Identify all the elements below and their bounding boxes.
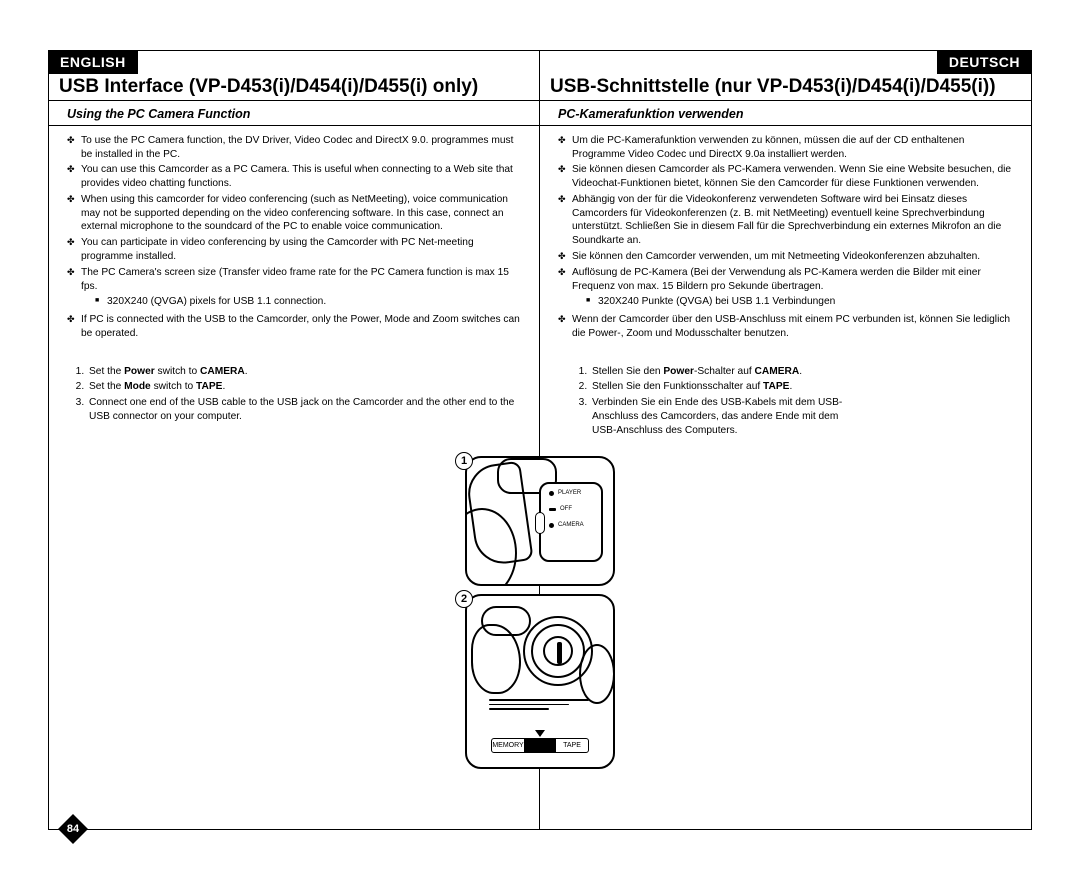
- right-bullet-list: Um die PC-Kamerafunktion verwenden zu kö…: [558, 134, 1017, 341]
- step-badge-2: 2: [455, 590, 473, 608]
- step-item: Connect one end of the USB cable to the …: [87, 396, 519, 424]
- page-number-badge: 84: [58, 814, 88, 844]
- sub-list: 320X240 (QVGA) pixels for USB 1.1 connec…: [81, 293, 525, 311]
- list-item: Wenn der Camcorder über den USB-Anschlus…: [558, 313, 1017, 341]
- list-item: You can use this Camcorder as a PC Camer…: [67, 163, 525, 191]
- left-steps: Set the Power switch to CAMERA. Set the …: [67, 351, 525, 426]
- left-steps-area: Set the Power switch to CAMERA. Set the …: [67, 351, 525, 426]
- list-item-text: Auflösung de PC-Kamera (Bei der Verwendu…: [572, 267, 981, 292]
- manual-page: ENGLISH USB Interface (VP-D453(i)/D454(i…: [48, 50, 1032, 830]
- right-content: Um die PC-Kamerafunktion verwenden zu kö…: [540, 126, 1031, 440]
- sub-list-item: 320X240 (QVGA) pixels for USB 1.1 connec…: [95, 295, 525, 309]
- sub-list-item: 320X240 Punkte (QVGA) bei USB 1.1 Verbin…: [586, 295, 1017, 309]
- list-item: You can participate in video conferencin…: [67, 236, 525, 264]
- sub-list: 320X240 Punkte (QVGA) bei USB 1.1 Verbin…: [572, 293, 1017, 311]
- center-diagrams: 1 PLAYER OFF CAMERA 2: [456, 456, 624, 769]
- step-badge-1: 1: [455, 452, 473, 470]
- left-subtitle: Using the PC Camera Function: [49, 101, 539, 126]
- switch-label-off: OFF: [560, 506, 572, 512]
- list-item: The PC Camera's screen size (Transfer vi…: [67, 266, 525, 311]
- step-item: Stellen Sie den Power-Schalter auf CAMER…: [590, 365, 860, 379]
- right-subtitle: PC-Kamerafunktion verwenden: [540, 101, 1031, 126]
- switch-label-camera: CAMERA: [558, 522, 584, 528]
- step-item: Stellen Sie den Funktionsschalter auf TA…: [590, 380, 860, 394]
- language-label-english: ENGLISH: [48, 50, 138, 74]
- diagram-2-wrapper: 2 MEMORY TAPE: [465, 594, 615, 769]
- list-item-text: The PC Camera's screen size (Transfer vi…: [81, 267, 509, 292]
- mode-switch-diagram: MEMORY TAPE: [465, 594, 615, 769]
- left-steps-list: Set the Power switch to CAMERA. Set the …: [67, 365, 519, 424]
- mode-label-memory: MEMORY: [492, 739, 524, 752]
- diagram-1-wrapper: 1 PLAYER OFF CAMERA: [465, 456, 615, 586]
- language-label-deutsch: DEUTSCH: [937, 50, 1032, 74]
- mode-label-tape: TAPE: [556, 739, 588, 752]
- list-item: When using this camcorder for video conf…: [67, 193, 525, 234]
- left-content: To use the PC Camera function, the DV Dr…: [49, 126, 539, 426]
- mode-labels: MEMORY TAPE: [491, 738, 589, 753]
- list-item: Um die PC-Kamerafunktion verwenden zu kö…: [558, 134, 1017, 162]
- power-switch-diagram: PLAYER OFF CAMERA: [465, 456, 615, 586]
- list-item: Sie können den Camcorder verwenden, um m…: [558, 250, 1017, 264]
- list-item: Auflösung de PC-Kamera (Bei der Verwendu…: [558, 266, 1017, 311]
- list-item: If PC is connected with the USB to the C…: [67, 313, 525, 341]
- right-steps-area: Stellen Sie den Power-Schalter auf CAMER…: [558, 351, 1017, 440]
- page-number: 84: [67, 823, 79, 835]
- list-item: Abhängig von der für die Videokonferenz …: [558, 193, 1017, 248]
- right-steps-list: Stellen Sie den Power-Schalter auf CAMER…: [570, 365, 860, 440]
- switch-labels: PLAYER OFF CAMERA: [539, 482, 603, 562]
- step-item: Set the Mode switch to TAPE.: [87, 380, 519, 394]
- step-item: Set the Power switch to CAMERA.: [87, 365, 519, 379]
- left-bullet-list: To use the PC Camera function, the DV Dr…: [67, 134, 525, 341]
- step-item: Verbinden Sie ein Ende des USB-Kabels mi…: [590, 396, 860, 437]
- list-item: Sie können diesen Camcorder als PC-Kamer…: [558, 163, 1017, 191]
- switch-label-player: PLAYER: [558, 490, 581, 496]
- list-item: To use the PC Camera function, the DV Dr…: [67, 134, 525, 162]
